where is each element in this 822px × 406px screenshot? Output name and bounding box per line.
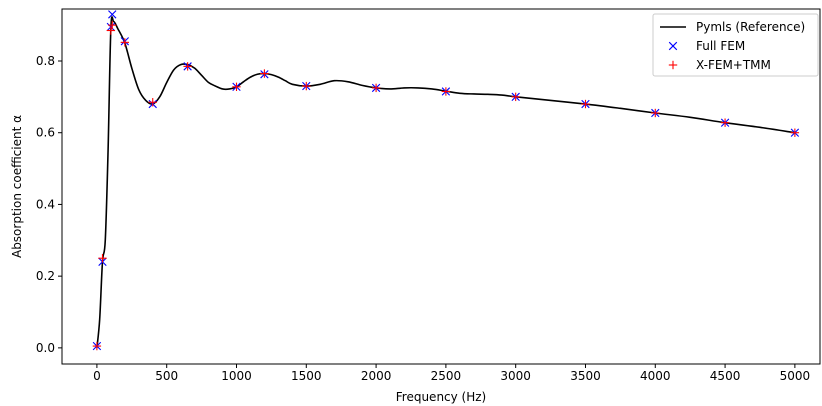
full-fem-marker <box>108 10 117 19</box>
y-tick-label: 0.6 <box>36 126 55 140</box>
xfem-tmm-marker <box>668 60 678 70</box>
plot-area-frame <box>61 8 821 365</box>
xfem-tmm-marker <box>148 98 157 107</box>
xfem-tmm-marker <box>108 20 117 30</box>
xfem-tmm-marker <box>98 254 107 263</box>
xfem-tmm-marker <box>120 38 130 47</box>
axis-ticks: 0 500 1000 1500 2000 2500 3000 3500 4000 4500 5000… <box>36 54 810 383</box>
x-tick-label: 4000 <box>640 369 671 383</box>
xfem-tmm-marker <box>232 82 241 92</box>
x-tick-label: 2000 <box>361 369 392 383</box>
y-tick-label: 0.8 <box>36 54 55 68</box>
xfem-tmm-marker <box>260 69 269 78</box>
legend-label: Full FEM <box>696 39 745 53</box>
legend-label: X-FEM+TMM <box>696 58 771 72</box>
xfem-tmm-marker <box>106 26 116 35</box>
legend-items: Pymls (Reference) Full FEM X-FEM+TMM <box>660 20 805 72</box>
legend-entry-2: X-FEM+TMM <box>668 58 771 72</box>
xfem-tmm-marker <box>651 108 660 118</box>
xfem-tmm-marker <box>302 81 311 91</box>
xfem-tmm-marker <box>790 128 800 137</box>
x-tick-label: 1000 <box>221 369 252 383</box>
y-tick-label: 0.4 <box>36 197 55 211</box>
xfem-tmm-marker <box>511 92 520 102</box>
x-tick-label: 3000 <box>500 369 531 383</box>
legend-box <box>652 13 819 77</box>
y-tick-label: 0.0 <box>36 341 55 355</box>
xfem-tmm-marker <box>441 87 451 96</box>
x-tick-label: 2500 <box>431 369 462 383</box>
legend-entry-0: Pymls (Reference) <box>660 20 805 34</box>
y-axis-title: Absorption coefficient α <box>10 115 24 258</box>
x-tick-label: 1500 <box>291 369 322 383</box>
legend-entry-1: Full FEM <box>668 39 745 53</box>
legend: Pymls (Reference) Full FEM X-FEM+TMM <box>652 13 819 77</box>
x-axis-title: Frequency (Hz) <box>396 390 487 404</box>
xfem-tmm-marker <box>371 83 381 93</box>
x-tick-label: 500 <box>155 369 178 383</box>
xfem-tmm-marker <box>183 62 192 71</box>
xfem-tmm-marker <box>92 341 102 351</box>
xfem-tmm-marker <box>720 118 730 127</box>
legend-label: Pymls (Reference) <box>696 20 805 34</box>
x-tick-label: 0 <box>93 369 101 383</box>
full-fem-marker <box>668 41 678 51</box>
x-tick-label: 4500 <box>710 369 741 383</box>
x-tick-label: 5000 <box>780 369 811 383</box>
xfem-tmm-marker <box>581 99 590 109</box>
data-layer <box>92 10 800 351</box>
y-tick-label: 0.2 <box>36 269 55 283</box>
series-2 <box>92 20 800 351</box>
x-tick-label: 3500 <box>570 369 601 383</box>
